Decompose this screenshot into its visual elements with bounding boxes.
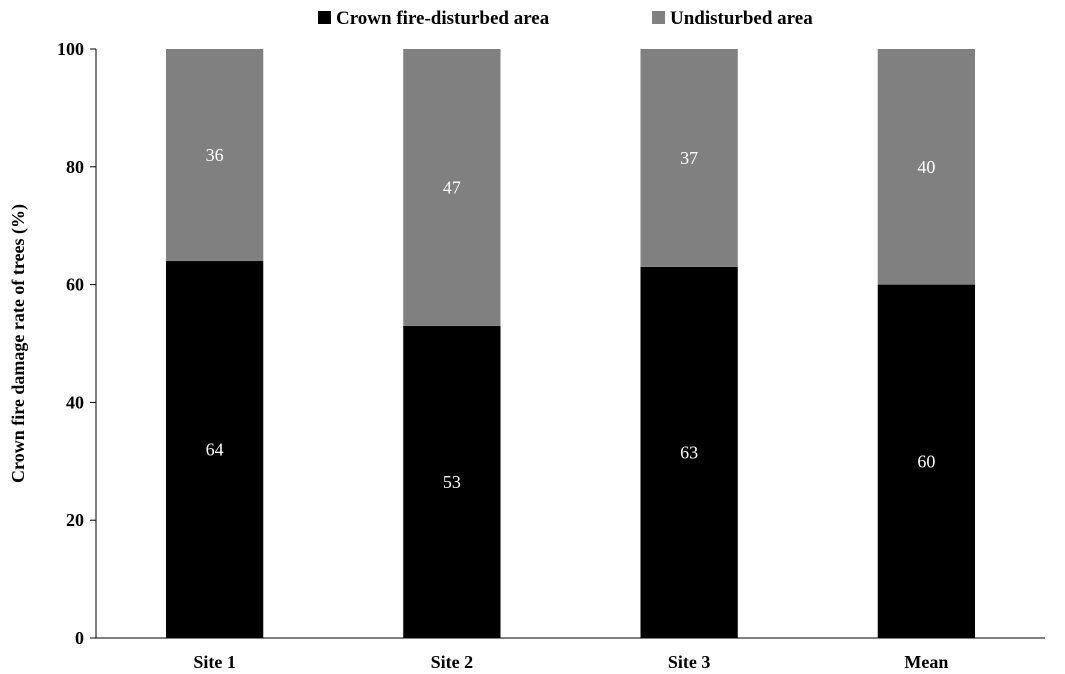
bar-site-1-undisturbed-area <box>165 49 264 262</box>
bar-site-2-undisturbed-area <box>403 49 501 326</box>
y-tick-label-20: 20 <box>66 510 84 530</box>
y-tick-label-0: 0 <box>75 628 84 648</box>
x-tick-label-site-2: Site 2 <box>431 652 474 672</box>
x-axis-labels: Site 1 Site 2 Site 3 Mean <box>193 652 948 672</box>
data-label-mean-undisturbed-area: 40 <box>917 157 935 177</box>
bar-site-3-undisturbed-area <box>640 49 738 267</box>
data-label-site-3-crown-fire-disturbed-area: 63 <box>680 442 698 462</box>
data-label-site-1-undisturbed-area: 36 <box>206 145 224 165</box>
x-tick-label-mean: Mean <box>904 652 948 672</box>
y-axis-title: Crown fire damage rate of trees (%) <box>8 204 29 483</box>
data-label-site-2-undisturbed-area: 47 <box>443 177 461 197</box>
bar-site-2-crown-fire-disturbed-area <box>403 325 501 638</box>
y-tick-label-60: 60 <box>66 275 84 295</box>
legend-swatch-undisturbed <box>652 11 665 24</box>
bars-group: 64 36 53 47 63 37 60 40 <box>165 49 976 638</box>
y-tick-label-40: 40 <box>66 392 84 412</box>
data-label-mean-crown-fire-disturbed-area: 60 <box>917 451 935 471</box>
x-tick-label-site-3: Site 3 <box>668 652 711 672</box>
legend: Crown fire-disturbed area Undisturbed ar… <box>318 8 813 29</box>
data-label-site-1-crown-fire-disturbed-area: 64 <box>206 440 224 460</box>
bar-mean-undisturbed-area <box>877 49 976 285</box>
y-axis-ticks: 0 20 40 60 80 100 <box>57 39 96 648</box>
bar-site-3-crown-fire-disturbed-area <box>640 266 738 638</box>
data-label-site-2-crown-fire-disturbed-area: 53 <box>443 472 461 492</box>
bar-mean-crown-fire-disturbed-area <box>877 284 976 638</box>
legend-swatch-crown-fire-disturbed <box>318 11 331 24</box>
data-label-site-3-undisturbed-area: 37 <box>680 148 698 168</box>
legend-label-crown-fire-disturbed: Crown fire-disturbed area <box>336 8 550 29</box>
legend-label-undisturbed: Undisturbed area <box>670 8 813 29</box>
y-tick-label-80: 80 <box>66 157 84 177</box>
x-tick-label-site-1: Site 1 <box>193 652 236 672</box>
y-tick-label-100: 100 <box>57 39 84 59</box>
bar-site-1-crown-fire-disturbed-area <box>165 261 264 638</box>
